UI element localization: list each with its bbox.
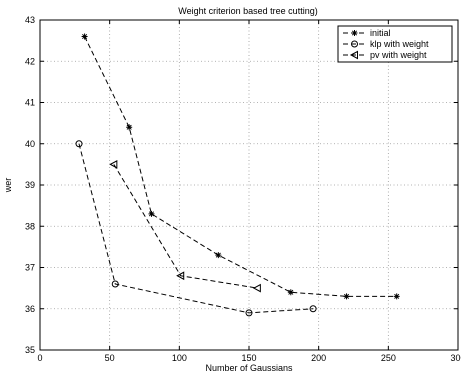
y-tick-label: 41 [25, 98, 35, 108]
series-2 [110, 161, 260, 292]
x-tick-label: 150 [241, 353, 256, 363]
data-point [126, 124, 132, 130]
legend-marker [352, 30, 358, 36]
y-tick-label: 42 [25, 56, 35, 66]
x-tick-label: 50 [105, 353, 115, 363]
data-point [215, 252, 221, 258]
data-point [344, 293, 350, 299]
series-line [79, 144, 313, 313]
legend-label: klp with weight [370, 39, 429, 49]
legend-label: initial [370, 28, 391, 38]
x-tick-label: 200 [311, 353, 326, 363]
y-tick-label: 35 [25, 345, 35, 355]
x-axis-label: Number of Gaussians [205, 363, 293, 373]
x-tick-label: 100 [172, 353, 187, 363]
tick-layer: 0 50 100 150 200 250 300 35 36 37 38 39 40 41 42 43 [25, 15, 461, 363]
y-tick-label: 43 [25, 15, 35, 25]
series-0 [82, 34, 400, 300]
y-tick-label: 36 [25, 304, 35, 314]
data-point [288, 289, 294, 295]
legend-label: pv with weight [370, 50, 427, 60]
x-tick-label: 300 [450, 353, 461, 363]
data-point [110, 161, 117, 168]
y-axis-label: wer [3, 178, 13, 194]
x-tick-label: 0 [37, 353, 42, 363]
data-point [254, 285, 260, 292]
series-line [85, 37, 397, 297]
series-layer [76, 34, 400, 316]
y-tick-label: 38 [25, 221, 35, 231]
data-point [82, 34, 88, 40]
series-1 [76, 141, 316, 316]
grid-layer [40, 20, 458, 350]
x-tick-label: 250 [381, 353, 396, 363]
data-point [394, 293, 400, 299]
y-tick-label: 40 [25, 139, 35, 149]
chart-title: Weight criterion based tree cutting) [178, 6, 317, 16]
data-point [148, 211, 154, 217]
y-tick-label: 37 [25, 263, 35, 273]
y-tick-label: 39 [25, 180, 35, 190]
